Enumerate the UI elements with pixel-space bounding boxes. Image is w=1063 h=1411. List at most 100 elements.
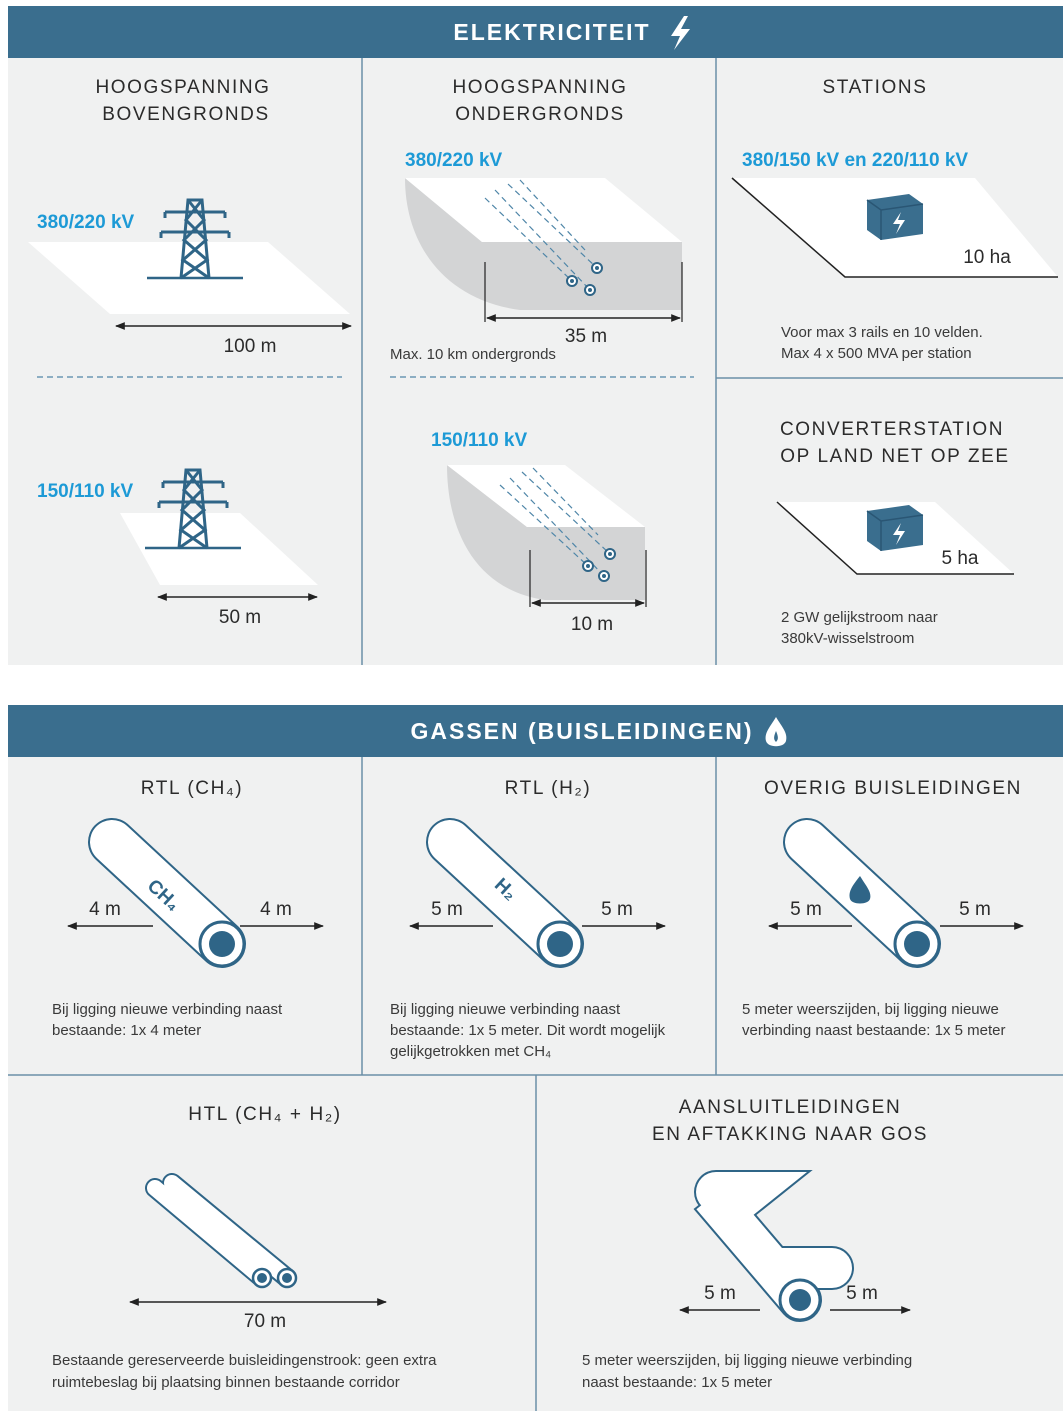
- width-label: 50 m: [219, 607, 261, 628]
- note: gelijkgetrokken met CH₄: [390, 1043, 551, 1060]
- station-building: [866, 193, 924, 241]
- note: 5 meter weerszijden, bij ligging nieuwe …: [582, 1352, 912, 1369]
- pipe-body: [90, 820, 244, 966]
- width-label: 4 m: [260, 899, 292, 920]
- shape: [447, 465, 645, 527]
- panel-title: OVERIG BUISLEIDINGEN: [764, 778, 1022, 799]
- pipe-body: [428, 820, 582, 966]
- htl-pipes: [145, 1173, 298, 1289]
- plane-edge: [776, 501, 1014, 575]
- note: bestaande: 1x 4 meter: [52, 1022, 201, 1039]
- section-title: GASSEN (BUISLEIDINGEN): [410, 718, 753, 744]
- shape: [608, 552, 612, 556]
- shape: [519, 179, 586, 251]
- shape: [147, 1175, 295, 1286]
- area-label: 5 ha: [942, 548, 979, 569]
- shape: [405, 178, 682, 310]
- shape: [257, 1273, 267, 1283]
- section-header: [8, 6, 1063, 58]
- note: verbinding naast bestaande: 1x 5 meter: [742, 1022, 1006, 1039]
- flame-icon: [765, 717, 787, 747]
- shape: [529, 550, 647, 607]
- shape: [570, 279, 574, 283]
- group: [257, 1273, 292, 1283]
- note: Max. 10 km ondergronds: [390, 346, 556, 363]
- shape: [532, 467, 599, 536]
- group: [582, 548, 616, 582]
- shape: [586, 564, 590, 568]
- panel-title: RTL (H₂): [505, 778, 592, 799]
- width-label: 5 m: [704, 1283, 736, 1304]
- note: Bestaande gereserveerde buisleidingenstr…: [52, 1352, 437, 1369]
- shape: [696, 1172, 852, 1320]
- flame-icon: [849, 876, 871, 904]
- shape: [509, 477, 605, 577]
- section-title: ELEKTRICITEIT: [453, 19, 650, 45]
- group: [499, 467, 611, 577]
- group: [484, 179, 598, 291]
- shape: [521, 471, 611, 555]
- panel-title: EN AFTAKKING NAAR GOS: [652, 1124, 928, 1145]
- width-label: 35 m: [565, 326, 607, 347]
- shape: [484, 197, 573, 282]
- pipe-bore: [547, 931, 573, 957]
- trench: [447, 465, 647, 607]
- panel-title: ONDERGRONDS: [455, 104, 625, 125]
- note: ruimtebeslag bij plaatsing binnen bestaa…: [52, 1374, 400, 1391]
- note: Max 4 x 500 MVA per station: [781, 345, 972, 362]
- width-label: 4 m: [89, 899, 121, 920]
- shape: [447, 465, 645, 600]
- panel-title: STATIONS: [823, 77, 928, 98]
- trench: [405, 178, 683, 322]
- note: bestaande: 1x 5 meter. Dit wordt mogelij…: [390, 1022, 666, 1039]
- width-label: 5 m: [790, 899, 822, 920]
- note: Voor max 3 rails en 10 velden.: [781, 324, 983, 341]
- connection-pipes: [693, 1170, 854, 1322]
- panel-title: OP LAND NET OP ZEE: [780, 446, 1009, 467]
- width-label: 5 m: [601, 899, 633, 920]
- voltage-label: 380/150 kV en 220/110 kV: [742, 150, 968, 171]
- note: naast bestaande: 1x 5 meter: [582, 1374, 772, 1391]
- shape: [507, 183, 598, 269]
- pipe-bore: [904, 931, 930, 957]
- note: Bij ligging nieuwe verbinding naast: [390, 1001, 621, 1018]
- width-label: 70 m: [244, 1311, 286, 1332]
- note: 2 GW gelijkstroom naar: [781, 609, 938, 626]
- pipes: [88, 818, 941, 968]
- panel-title: HOOGSPANNING: [452, 77, 627, 98]
- shape: [602, 574, 606, 578]
- width-label: 100 m: [224, 336, 277, 357]
- width-label: 5 m: [431, 899, 463, 920]
- voltage-label: 150/110 kV: [37, 481, 133, 502]
- shape: [789, 1289, 811, 1311]
- panel-title: AANSLUITLEIDINGEN: [679, 1097, 902, 1118]
- panel-title: BOVENGRONDS: [102, 104, 270, 125]
- area-label: 10 ha: [963, 247, 1011, 268]
- station-building: [866, 504, 924, 552]
- group: [570, 266, 599, 292]
- plane-edge: [731, 177, 1058, 278]
- voltage-label: 380/220 kV: [37, 212, 135, 233]
- panel-title: HOOGSPANNING: [95, 77, 270, 98]
- panel-title: CONVERTERSTATION: [780, 419, 1004, 440]
- panel-title: RTL (CH₄): [141, 778, 243, 799]
- section-header: [8, 705, 1063, 757]
- group: [586, 552, 612, 578]
- shape: [405, 178, 682, 242]
- width-label: 5 m: [846, 1283, 878, 1304]
- shape: [282, 1273, 292, 1283]
- panel-title: HTL (CH₄ + H₂): [188, 1104, 341, 1125]
- shape: [595, 266, 599, 270]
- lightning-icon: [671, 16, 690, 50]
- note: 5 meter weerszijden, bij ligging nieuwe: [742, 1001, 999, 1018]
- pipe-bore: [209, 931, 235, 957]
- width-label: 10 m: [571, 614, 613, 635]
- voltage-label: 380/220 kV: [405, 150, 503, 171]
- group: [566, 262, 603, 296]
- shape: [484, 262, 683, 322]
- voltage-label: 150/110 kV: [431, 430, 527, 451]
- shape: [588, 288, 592, 292]
- note: 380kV-wisselstroom: [781, 630, 914, 647]
